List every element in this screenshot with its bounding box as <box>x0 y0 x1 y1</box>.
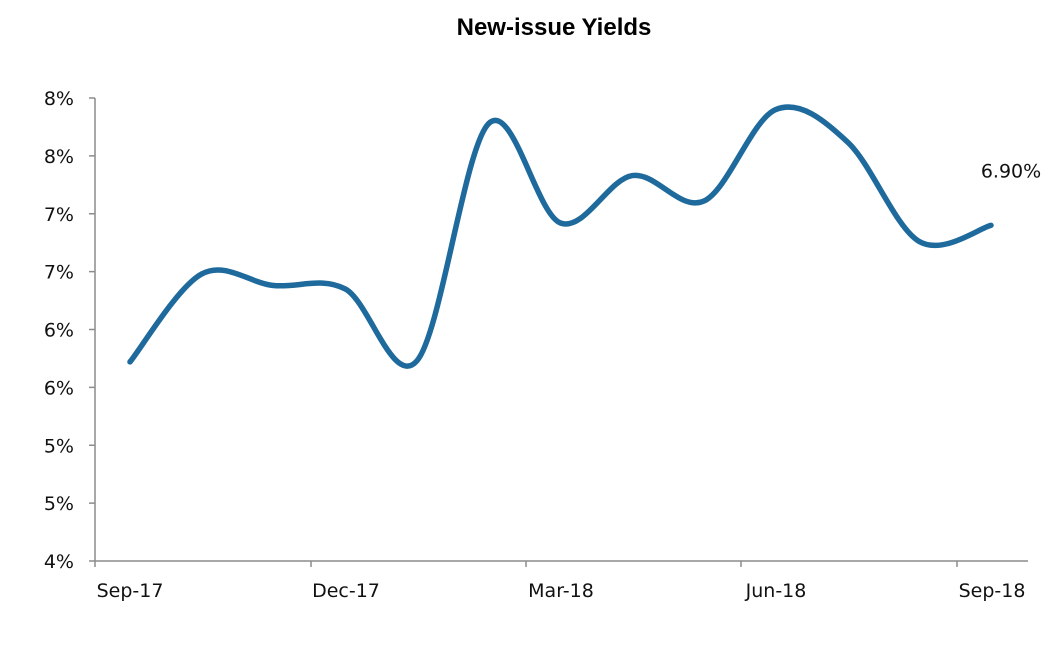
y-tick-label: 6% <box>44 377 74 399</box>
x-tick-label: Sep-18 <box>959 580 1026 602</box>
data-label: 6.90% <box>981 160 1041 182</box>
y-tick-label: 8% <box>44 88 74 110</box>
y-tick-label: 5% <box>44 435 74 457</box>
y-tick-label: 7% <box>44 204 74 226</box>
y-tick-label: 7% <box>44 262 74 284</box>
x-tick-label: Jun-18 <box>745 580 807 602</box>
x-tick-label: Dec-17 <box>312 580 380 602</box>
y-tick-label: 5% <box>44 493 74 515</box>
y-tick-label: 4% <box>44 551 74 573</box>
y-tick-label: 6% <box>44 320 74 342</box>
chart-title: New-issue Yields <box>456 14 652 41</box>
series-line <box>127 104 994 369</box>
y-tick-label: 8% <box>44 146 74 168</box>
x-tick-label: Sep-17 <box>97 580 164 602</box>
x-tick-label: Mar-18 <box>528 580 594 602</box>
